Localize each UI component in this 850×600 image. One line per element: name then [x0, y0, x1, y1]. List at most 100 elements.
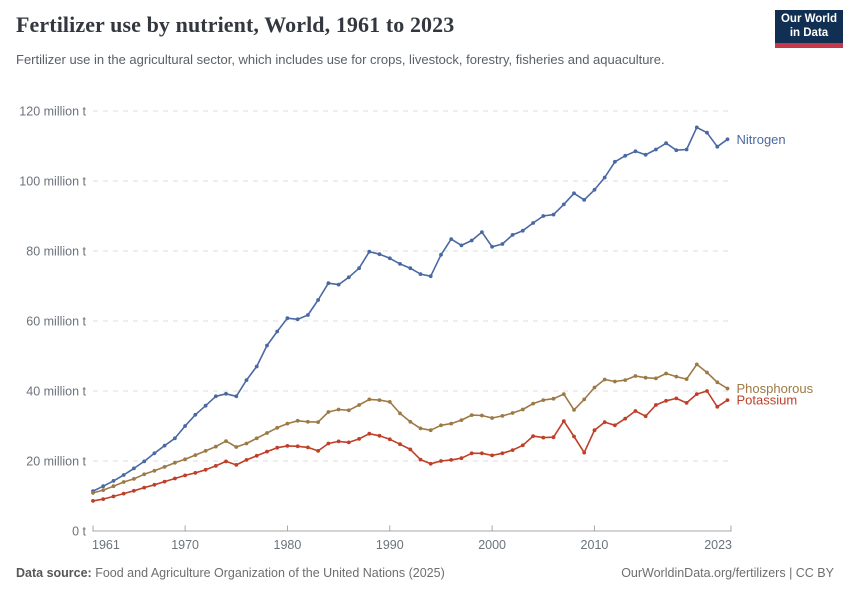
- data-point-nitrogen: [265, 343, 269, 348]
- data-point-potassium: [705, 389, 709, 393]
- page-subtitle: Fertilizer use in the agricultural secto…: [16, 52, 665, 67]
- data-point-nitrogen: [111, 479, 116, 483]
- data-point-nitrogen: [705, 130, 709, 135]
- data-point-phosphorous: [418, 426, 423, 431]
- data-point-nitrogen: [357, 266, 361, 271]
- data-point-potassium: [101, 497, 106, 501]
- page-title: Fertilizer use by nutrient, World, 1961 …: [16, 12, 455, 37]
- data-point-phosphorous: [132, 477, 136, 481]
- x-tick-label: 1970: [171, 538, 199, 552]
- data-point-phosphorous: [367, 397, 372, 402]
- data-point-phosphorous: [306, 419, 310, 424]
- data-point-phosphorous: [295, 418, 300, 423]
- data-point-phosphorous: [387, 400, 392, 404]
- data-point-phosphorous: [664, 371, 668, 376]
- data-point-nitrogen: [132, 466, 136, 471]
- data-point-potassium: [254, 453, 259, 458]
- data-point-nitrogen: [408, 266, 413, 271]
- data-point-phosphorous: [694, 362, 699, 367]
- data-point-nitrogen: [234, 394, 239, 399]
- data-point-nitrogen: [510, 233, 515, 237]
- data-point-potassium: [346, 440, 351, 445]
- y-tick-label: 100 million t: [19, 175, 86, 189]
- data-point-nitrogen: [715, 144, 720, 149]
- data-point-phosphorous: [592, 385, 597, 390]
- data-point-phosphorous: [234, 445, 239, 449]
- data-point-potassium: [173, 476, 177, 481]
- owid-logo-line2: in Data: [789, 26, 829, 39]
- data-point-phosphorous: [572, 408, 576, 412]
- data-point-nitrogen: [326, 281, 331, 286]
- data-point-nitrogen: [121, 473, 126, 477]
- series-line-phosphorous: [92, 363, 728, 494]
- data-point-potassium: [490, 453, 494, 458]
- data-point-nitrogen: [520, 228, 525, 233]
- owid-logo[interactable]: Our World in Data: [775, 10, 843, 48]
- data-point-phosphorous: [520, 407, 525, 412]
- data-point-phosphorous: [439, 423, 443, 428]
- data-point-phosphorous: [551, 396, 556, 401]
- data-point-phosphorous: [480, 413, 484, 418]
- data-point-phosphorous: [101, 488, 106, 492]
- data-point-phosphorous: [541, 398, 546, 402]
- data-point-potassium: [654, 403, 658, 407]
- data-point-phosphorous: [377, 398, 382, 402]
- data-point-potassium: [357, 437, 361, 441]
- x-axis: 1961 1970 1980 1990 2000 2010 2023: [92, 525, 732, 552]
- data-point-nitrogen: [316, 298, 320, 302]
- data-point-nitrogen: [582, 198, 587, 202]
- owid-logo-line1: Our World: [780, 12, 837, 25]
- data-point-phosphorous: [490, 416, 494, 420]
- y-tick-label: 0 t: [72, 525, 86, 539]
- data-point-nitrogen: [428, 274, 433, 279]
- data-point-potassium: [459, 456, 464, 461]
- data-point-potassium: [623, 416, 628, 421]
- data-source-note: Data source: Food and Agriculture Organi…: [16, 566, 445, 580]
- data-point-phosphorous: [173, 460, 177, 465]
- data-point-potassium: [439, 459, 443, 463]
- x-tick-label: 1990: [376, 538, 404, 552]
- data-point-phosphorous: [582, 397, 587, 402]
- y-axis: 0 t 20 million t 40 million t 60 million t 8…: [19, 105, 731, 539]
- data-point-potassium: [592, 428, 597, 433]
- x-tick-label: 2000: [478, 538, 506, 552]
- data-point-potassium: [244, 458, 249, 462]
- data-point-phosphorous: [326, 410, 331, 414]
- data-point-potassium: [531, 434, 535, 438]
- data-point-potassium: [265, 449, 269, 454]
- data-point-potassium: [203, 467, 208, 472]
- data-point-phosphorous: [510, 411, 515, 415]
- data-point-nitrogen: [213, 394, 218, 399]
- data-point-nitrogen: [203, 403, 208, 408]
- data-point-phosphorous: [561, 392, 566, 396]
- data-point-nitrogen: [551, 212, 556, 217]
- data-point-potassium: [132, 488, 136, 493]
- data-point-phosphorous: [613, 379, 617, 384]
- owid-credit-link[interactable]: OurWorldinData.org/fertilizers | CC BY: [621, 566, 834, 580]
- data-point-potassium: [336, 439, 341, 444]
- data-point-nitrogen: [173, 436, 177, 441]
- y-tick-label: 20 million t: [26, 455, 86, 469]
- data-point-nitrogen: [387, 256, 392, 261]
- data-point-potassium: [224, 459, 228, 464]
- data-point-potassium: [387, 437, 392, 442]
- data-point-phosphorous: [285, 421, 290, 426]
- data-point-nitrogen: [541, 214, 546, 218]
- data-point-nitrogen: [633, 149, 638, 154]
- data-point-potassium: [162, 479, 167, 484]
- y-tick-label: 60 million t: [26, 315, 86, 329]
- data-point-phosphorous: [316, 420, 320, 424]
- data-point-phosphorous: [459, 418, 464, 422]
- data-point-nitrogen: [398, 262, 402, 266]
- data-point-phosphorous: [275, 425, 280, 430]
- data-point-potassium: [715, 404, 720, 409]
- data-point-potassium: [193, 471, 198, 475]
- data-point-phosphorous: [91, 491, 95, 495]
- data-point-phosphorous: [449, 421, 454, 426]
- data-point-potassium: [561, 419, 566, 423]
- chart-footer: Data source: Food and Agriculture Organi…: [16, 566, 834, 580]
- data-point-phosphorous: [428, 428, 433, 433]
- data-point-nitrogen: [244, 378, 249, 382]
- data-point-nitrogen: [613, 159, 617, 164]
- data-point-nitrogen: [254, 364, 259, 369]
